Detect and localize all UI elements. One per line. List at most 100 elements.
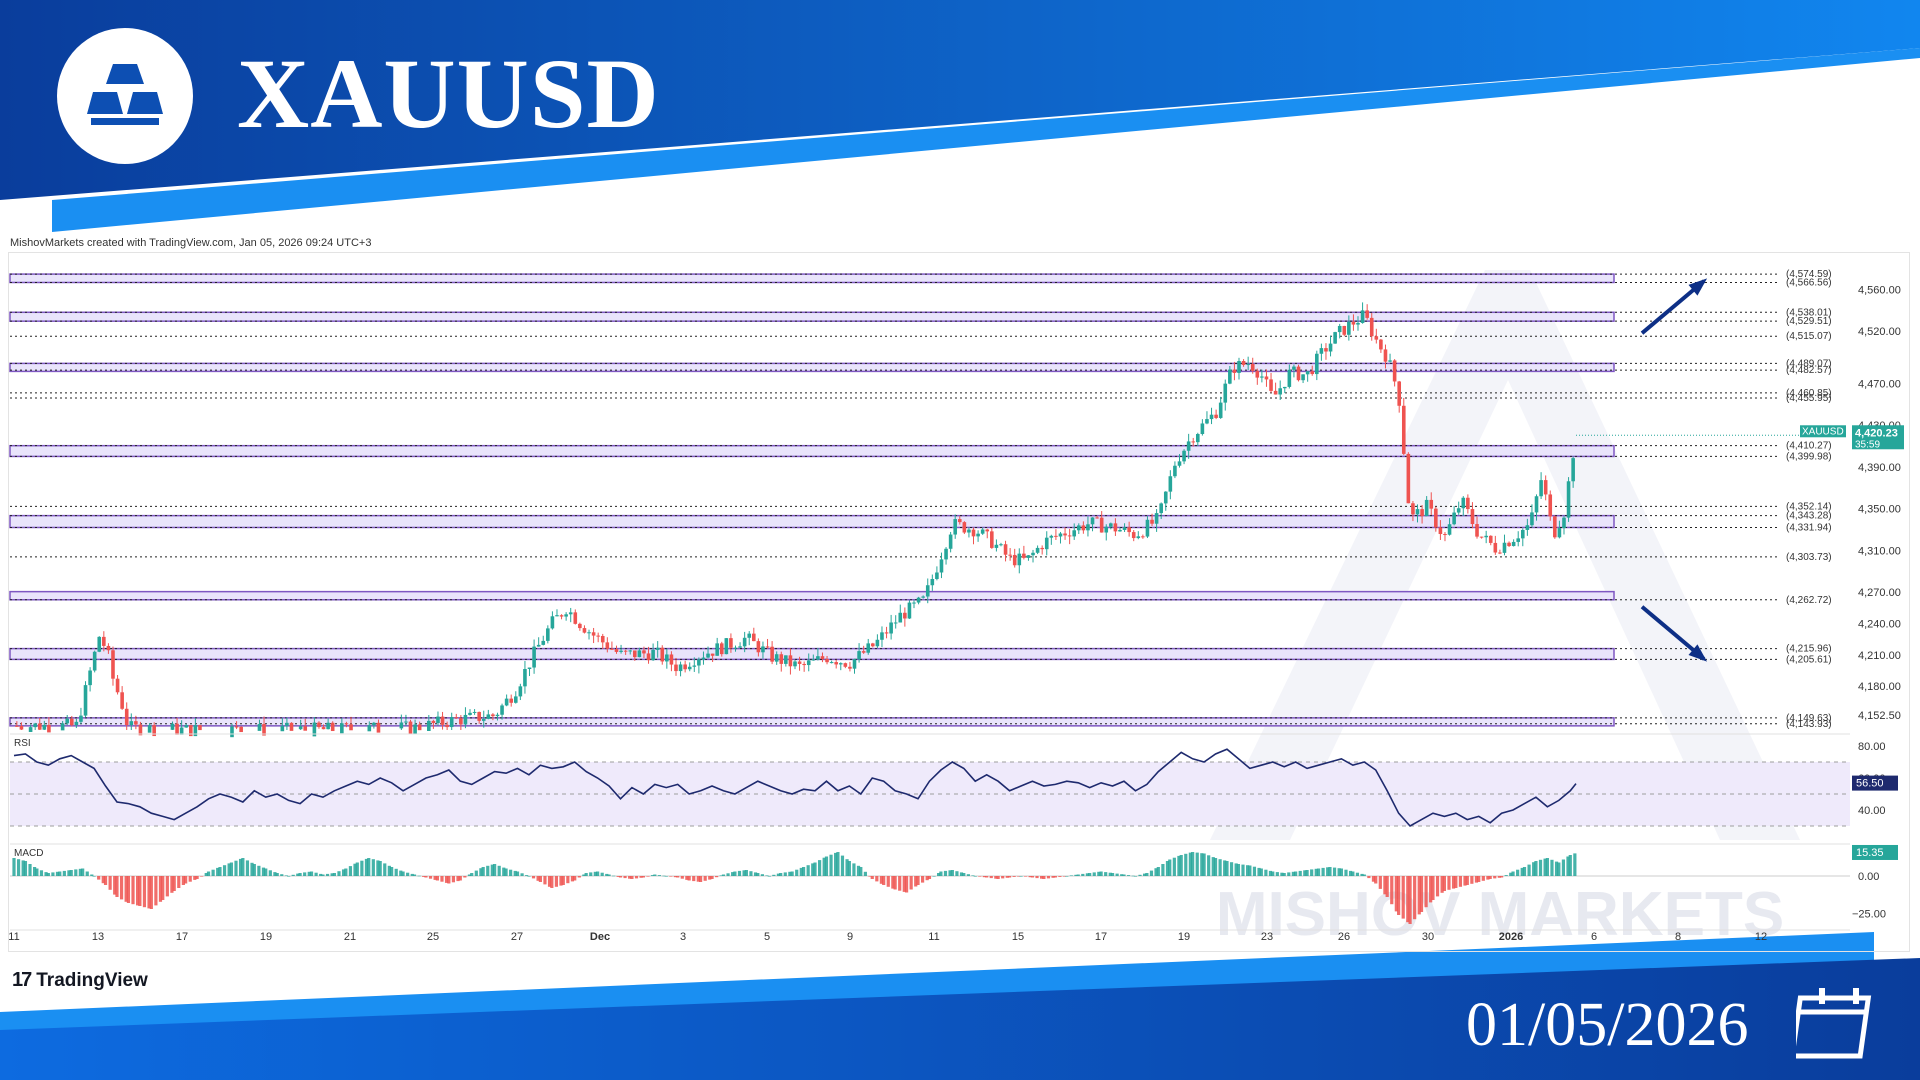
x-axis-tick: 25 <box>427 931 439 943</box>
macd-histogram-bar <box>62 870 66 876</box>
candle-body <box>1479 536 1484 538</box>
macd-histogram-bar <box>813 862 817 876</box>
macd-histogram-bar <box>1344 869 1348 876</box>
candle-body <box>871 643 875 647</box>
calendar-icon <box>1796 988 1872 1059</box>
rsi-label: RSI <box>14 738 31 749</box>
macd-histogram-bar <box>1172 857 1176 876</box>
candle-body <box>1008 554 1012 556</box>
watermark-shape <box>1210 270 1800 840</box>
candle-body <box>326 722 330 730</box>
arrow-head-icon <box>1688 278 1708 296</box>
candle-body <box>1003 544 1008 555</box>
candle-body <box>1553 516 1557 538</box>
candle-body <box>719 643 724 655</box>
macd-histogram-bar <box>1465 876 1469 885</box>
macd-histogram-bar <box>206 871 211 876</box>
candle-body <box>321 727 326 730</box>
candle-body <box>1168 476 1173 492</box>
price-axis-tick: 4,470.00 <box>1858 378 1901 390</box>
candle-body <box>193 725 198 737</box>
tradingview-logo[interactable]: 17 TradingView <box>12 969 148 992</box>
candle-body <box>774 654 779 662</box>
macd-histogram-bar <box>1550 859 1554 876</box>
macd-histogram-bar <box>989 876 993 879</box>
candle-body <box>1502 542 1507 553</box>
top-accent-stripe <box>52 48 1920 232</box>
macd-histogram-bar <box>818 860 822 876</box>
candle-body <box>1310 371 1315 375</box>
candle-body <box>628 650 633 652</box>
candle-body <box>825 658 829 663</box>
candle-body <box>957 519 962 523</box>
macd-histogram-bar <box>1108 872 1112 876</box>
candle-body <box>857 651 861 660</box>
candle-body <box>1182 450 1186 462</box>
macd-histogram-bar <box>753 872 758 876</box>
macd-histogram-bar <box>856 865 861 876</box>
macd-histogram-bar <box>332 873 337 876</box>
macd-histogram-bar <box>490 864 494 876</box>
candle-body <box>706 653 710 658</box>
candle-body <box>102 636 106 646</box>
macd-histogram-bar <box>486 865 490 876</box>
candle-body <box>1333 332 1337 344</box>
macd-histogram-bar <box>1213 858 1218 876</box>
candle-body <box>1292 366 1296 370</box>
macd-histogram-bar <box>1030 876 1035 878</box>
candle-body <box>138 724 143 736</box>
macd-histogram-bar <box>589 872 593 876</box>
macd-histogram-bar <box>1394 876 1398 912</box>
candle-body <box>317 722 321 728</box>
candle-body <box>925 585 930 597</box>
macd-histogram-bar <box>1154 868 1158 876</box>
candle-body <box>289 722 294 731</box>
candle-body <box>1351 321 1356 325</box>
macd-histogram-bar <box>628 876 632 879</box>
macd-histogram-bar <box>1115 873 1119 876</box>
macd-histogram-bar <box>1058 876 1062 877</box>
macd-histogram-bar <box>879 876 883 884</box>
macd-histogram-bar <box>779 873 783 876</box>
candle-body <box>1067 535 1072 537</box>
level-label: (4,489.07) <box>1786 358 1832 369</box>
macd-histogram-bar <box>364 858 369 876</box>
price-axis-tick: 4,240.00 <box>1858 618 1901 630</box>
macd-histogram-bar <box>131 876 135 905</box>
macd-histogram-bar <box>410 873 414 876</box>
macd-histogram-bar <box>623 876 627 879</box>
candle-body <box>1214 414 1218 418</box>
macd-histogram-bar <box>440 876 444 882</box>
candle-body <box>884 632 889 634</box>
macd-histogram-bar <box>1383 876 1387 895</box>
macd-histogram-bar <box>355 862 359 876</box>
candle-body <box>1040 547 1044 550</box>
macd-histogram-bar <box>456 876 460 882</box>
candle-body <box>1049 535 1054 538</box>
macd-histogram-bar <box>287 876 291 877</box>
macd-histogram-bar <box>1294 871 1298 876</box>
candle-body <box>134 721 138 725</box>
macd-histogram-bar <box>836 852 840 876</box>
candle-body <box>683 664 687 670</box>
macd-histogram-bar <box>32 867 37 876</box>
candle-body <box>1383 349 1388 362</box>
candle-body <box>1406 453 1411 504</box>
macd-histogram-bar <box>78 868 82 876</box>
candle-body <box>1163 491 1168 504</box>
macd-histogram-bar <box>1538 859 1543 876</box>
macd-histogram-bar <box>538 876 542 882</box>
macd-histogram-bar <box>39 870 44 876</box>
macd-histogram-bar <box>1291 871 1295 876</box>
macd-value-tag: 15.35 <box>1856 847 1884 859</box>
candle-body <box>349 724 353 731</box>
candle-body <box>564 614 568 617</box>
macd-axis-tick: 0.00 <box>1858 871 1879 883</box>
macd-histogram-bar <box>1028 876 1032 878</box>
candle-body <box>756 641 761 653</box>
candle-body <box>806 660 811 666</box>
macd-histogram-bar <box>181 876 185 885</box>
macd-histogram-bar <box>1177 855 1181 876</box>
macd-histogram-bar <box>387 865 391 876</box>
